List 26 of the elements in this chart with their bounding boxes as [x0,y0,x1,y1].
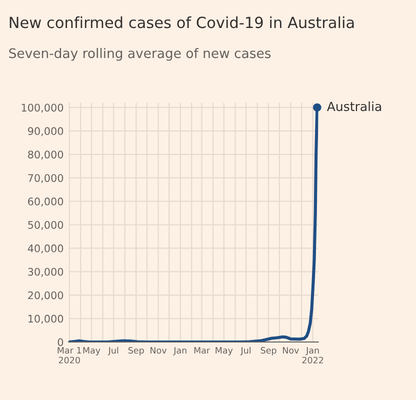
y-tick-label: 50,000 [28,220,64,230]
y-tick-label: 10,000 [28,314,64,324]
chart-subtitle: Seven-day rolling average of new cases [9,48,271,61]
series-label: Australia [326,101,382,112]
x-tick-label: May [83,347,100,356]
x-tick-label: Mar [194,347,210,354]
y-tick-label: 30,000 [28,268,64,277]
x-tick-label: Sep [128,347,144,356]
y-tick-label: 70,000 [28,174,64,184]
x-tick-label: Jul [240,346,251,356]
x-tick-label: Nov [282,347,299,354]
y-tick-label: 40,000 [28,244,64,254]
y-tick-label: 20,000 [28,291,64,300]
x-tick-label: Sep [260,347,276,356]
y-tick-label: 90,000 [28,127,64,136]
x-tick-label: Mar 1 2020 [58,347,81,364]
y-tick-label: 80,000 [28,150,64,160]
x-tick-label: Jul [108,346,118,356]
y-tick-label: 60,000 [28,198,64,206]
x-tick-label: Jan 2022 [302,347,324,364]
y-tick-label: 100,000 [22,104,64,113]
x-tick-label: Nov [150,347,167,354]
chart-title: New confirmed cases of Covid-19 in Australia [10,16,354,28]
x-tick-label: Jan [173,347,186,356]
x-tick-label: May [216,347,233,356]
y-tick-label: 0 [58,338,64,346]
